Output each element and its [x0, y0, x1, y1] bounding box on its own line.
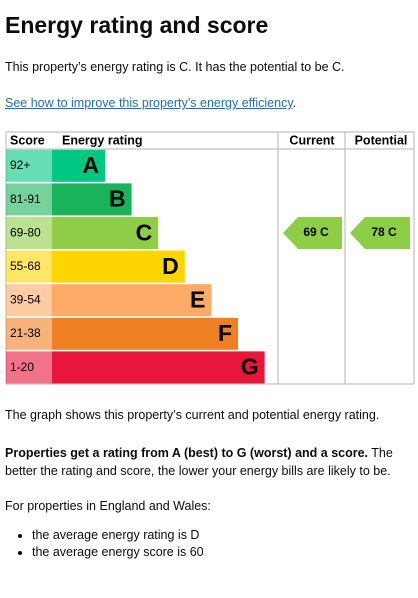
explain-bold: Properties get a rating from A (best) to… [5, 446, 369, 460]
band-letter: C [136, 219, 153, 245]
score: 81-91 [10, 192, 41, 206]
band-bar [52, 250, 185, 283]
average-item: the average energy rating is D [32, 527, 204, 544]
current-arrow [283, 217, 342, 249]
band-letter: B [109, 186, 126, 212]
score: 92+ [10, 158, 30, 172]
score: 69-80 [10, 225, 41, 239]
score: 55-68 [10, 259, 41, 273]
score-cell [6, 183, 52, 216]
band-letter: E [190, 286, 205, 312]
averages-intro: For properties in England and Wales: [5, 499, 211, 513]
band-bar [52, 351, 265, 384]
improve-link[interactable]: See how to improve this property’s energ… [5, 96, 293, 110]
punct: . [292, 96, 297, 110]
score-cell [6, 149, 52, 182]
explain-rest: The better the rating and score, the low… [5, 446, 393, 478]
explain: Properties get a rating from A (best) to… [5, 444, 413, 480]
col-header: Potential [355, 133, 408, 147]
score-cell [6, 250, 52, 283]
band-bar [52, 183, 132, 216]
col-header: Energy rating [62, 133, 143, 147]
score: 39-54 [10, 293, 41, 307]
intro: This property’s energy rating is C. It h… [5, 60, 345, 74]
potential-arrow [350, 217, 410, 249]
band-letter: G [241, 354, 259, 380]
band-bar [52, 217, 159, 249]
title: Energy rating and score [5, 12, 269, 38]
band-letter: F [218, 320, 232, 346]
bands: 92+ A 81-91 B 69-80 C 55-68 D 39-54 E 21-38 F 1-20 G [6, 149, 265, 384]
average-item: the average energy score is 60 [32, 544, 204, 561]
col-header: Score [10, 133, 45, 147]
band-bar [52, 284, 212, 317]
score-cell [6, 284, 52, 317]
band-bar [52, 317, 238, 350]
score-cell [6, 217, 52, 249]
col-header: Current [289, 133, 335, 147]
summary: The graph shows this property’s current … [5, 408, 380, 422]
band-bar [52, 149, 105, 182]
score: 1-20 [10, 360, 34, 374]
band-letter: D [162, 253, 179, 279]
current-rating: 69 C [303, 225, 329, 239]
score-cell [6, 351, 52, 384]
averages-list: the average energy rating is Dthe averag… [12, 527, 204, 561]
score: 21-38 [10, 326, 41, 340]
score-cell [6, 317, 52, 350]
potential-rating: 78 C [371, 225, 397, 239]
band-letter: A [82, 152, 99, 178]
rating-chart: Score Energy rating Current Potential 92… [5, 131, 415, 385]
